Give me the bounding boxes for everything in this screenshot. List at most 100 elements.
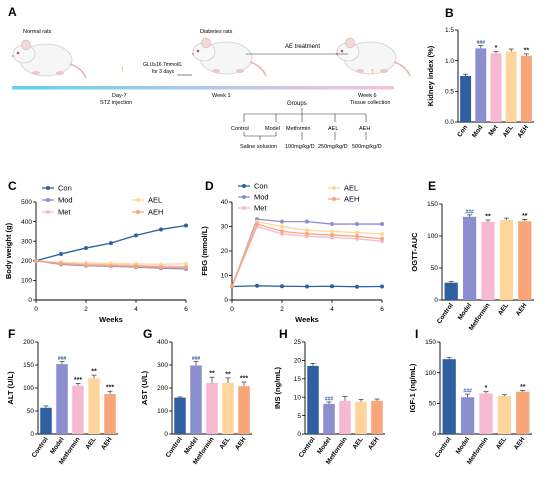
x-tick-label-model: Model	[457, 302, 474, 322]
legend-marker-ael	[136, 198, 140, 202]
x-tick-label-control: Control	[31, 436, 50, 459]
significance-metformin: **	[485, 214, 491, 221]
y-axis-label-c: Body weight (g)	[4, 222, 13, 279]
legend-marker-aeh	[136, 210, 140, 214]
data-point-con	[305, 284, 309, 289]
y-axis-label-g: AST (U/L)	[140, 370, 149, 405]
y-tick-label-d: 30	[221, 224, 229, 231]
data-point-aeh	[109, 263, 113, 268]
bar-control	[40, 407, 52, 434]
bar-ael	[497, 395, 512, 434]
y-tick-label-h: 10	[294, 394, 302, 401]
data-point-mod	[280, 219, 284, 224]
data-point-con	[380, 284, 384, 289]
label-normal-rats: Normal rats	[23, 29, 52, 35]
y-axis-label-f: ALT (U/L)	[6, 371, 15, 405]
data-point-aeh	[184, 265, 188, 270]
data-point-mod	[305, 219, 309, 224]
bar-control	[307, 365, 319, 434]
bar-metformin	[481, 221, 495, 300]
y-tick-label-h: 25	[294, 339, 302, 346]
data-point-aeh	[380, 236, 384, 241]
x-tick-label-aeh: AEH	[100, 436, 114, 452]
y-tick-label-e: 150	[427, 201, 438, 208]
bar-metformin	[72, 385, 84, 434]
bar-aeh	[104, 393, 116, 434]
panel-letter-e: E	[428, 179, 436, 193]
significance-model: ###	[463, 389, 472, 395]
x-tick-label-d: 0	[230, 306, 234, 313]
timeline-marker-day7: ↑	[120, 64, 125, 74]
y-tick-label-e: 100	[427, 233, 438, 240]
y-tick-label-c: 200	[21, 258, 32, 265]
y-tick-label-f: 100	[23, 385, 34, 392]
panel-letter-b: B	[445, 6, 454, 20]
legend-label-met: Met	[254, 204, 267, 213]
bar-ael	[355, 401, 367, 434]
x-tick-label-d: 2	[280, 306, 284, 313]
significance-model: ###	[58, 356, 67, 362]
significance-model: ###	[465, 209, 474, 215]
data-point-aeh	[230, 284, 234, 289]
x-tick-label-aeh: AEH	[516, 124, 530, 140]
data-point-con	[134, 233, 138, 238]
y-tick-label-b: 1.0	[445, 58, 454, 65]
y-tick-label-c: 0	[28, 297, 32, 304]
data-point-aeh	[84, 263, 88, 268]
legend-label-aeh: AEH	[344, 195, 359, 204]
x-tick-label-met: Met	[487, 123, 500, 137]
y-axis-label-d: FBG (mmol/L)	[200, 226, 209, 276]
significance-model: ###	[325, 396, 334, 402]
data-point-con	[184, 223, 188, 228]
bar-model	[190, 365, 202, 434]
y-axis-label-i: IGF-1 (ng/mL)	[408, 363, 417, 412]
y-axis-label-h: INS (ng/mL)	[273, 366, 282, 409]
significance-metformin: **	[209, 371, 215, 378]
data-point-con	[84, 246, 88, 251]
data-point-ael	[305, 228, 309, 233]
label-for3: for 3 days	[152, 69, 174, 75]
y-tick-label-f: 50	[27, 408, 35, 415]
x-tick-label-con: Con	[456, 124, 469, 138]
label-stz: STZ injection	[100, 100, 132, 106]
legend-label-mod: Mod	[254, 193, 269, 202]
y-tick-label-h: 20	[294, 358, 302, 365]
panel-letter-h: H	[279, 327, 288, 341]
y-tick-label-g: 200	[157, 385, 168, 392]
y-tick-label-d: 20	[221, 248, 229, 255]
data-point-ael	[280, 224, 284, 229]
label-ae-treatment: AE treatment	[285, 44, 320, 50]
label-saline: Saline solusion	[240, 144, 277, 150]
legend-label-con: Con	[58, 184, 72, 193]
legend-label-ael: AEL	[148, 196, 162, 205]
data-point-ael	[380, 231, 384, 236]
panel-letter-i: I	[415, 327, 418, 341]
data-point-con	[109, 241, 113, 246]
data-point-aeh	[134, 264, 138, 269]
rat-icon-diabetes	[191, 37, 267, 77]
legend-label-aeh: AEH	[148, 208, 163, 217]
y-tick-label-h: 5	[297, 413, 301, 420]
y-tick-label-i: 50	[429, 401, 437, 408]
label-dose-ael: 250mg/kg/D	[318, 144, 348, 150]
bar-control	[444, 282, 458, 300]
y-tick-label-c: 100	[21, 278, 32, 285]
panel-b: B 0.0 0.5 1.0 1.5 Kidney index (%) Con ### Mod * M…	[426, 6, 534, 139]
label-groups: Groups	[287, 101, 307, 107]
panel-letter-d: D	[205, 179, 214, 193]
data-point-mod	[330, 222, 334, 227]
legend-marker-met	[46, 210, 50, 214]
legend-marker-ael	[332, 186, 336, 190]
y-tick-label-b: 0.5	[445, 89, 454, 96]
x-tick-label-ael: AEL	[497, 302, 510, 317]
x-tick-label-control: Control	[434, 436, 453, 459]
x-tick-label-c: 0	[34, 306, 38, 313]
x-tick-label-c: 4	[134, 306, 138, 313]
y-tick-label-h: 15	[294, 376, 302, 383]
significance-metformin: ***	[74, 377, 82, 384]
panel-a: A Normal rats Diabetes rats ↑ ↑ GLU≥16.7…	[8, 5, 411, 150]
label-group-ael: AEL	[328, 126, 338, 132]
